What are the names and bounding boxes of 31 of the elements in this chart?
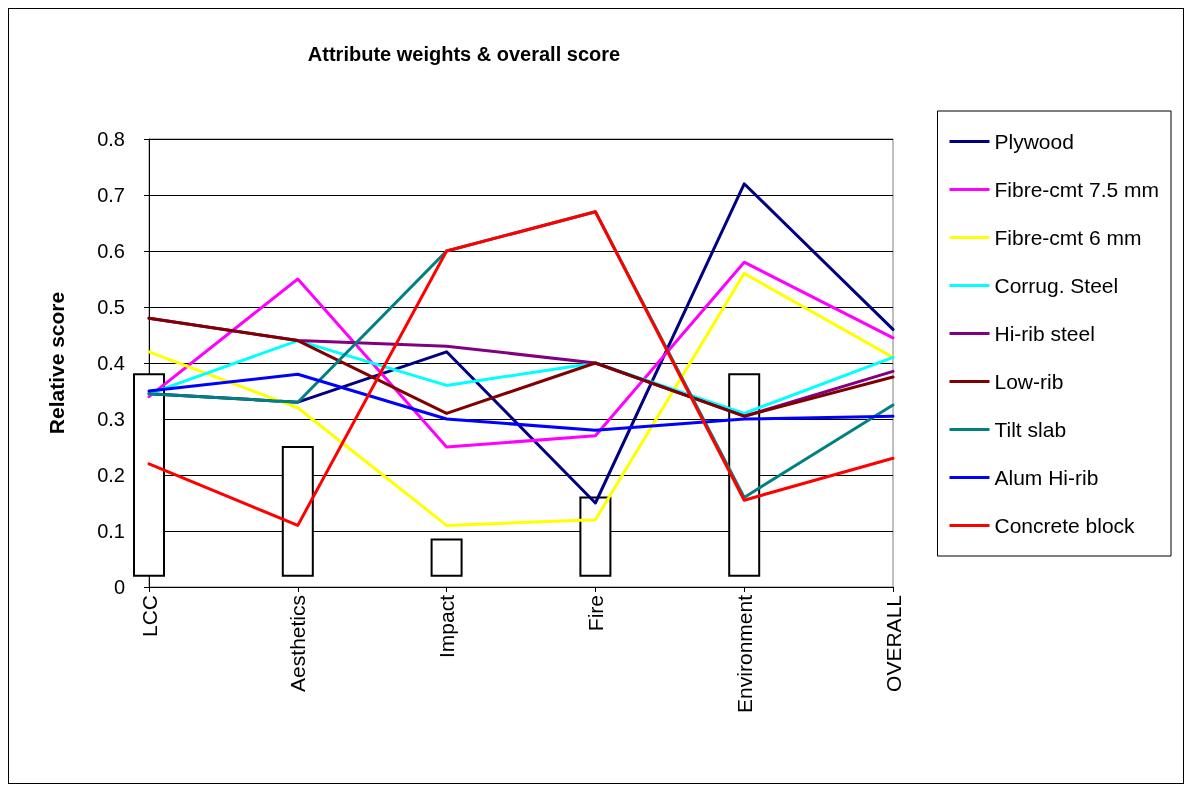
line-series xyxy=(147,271,895,527)
x-tick-label: Aesthetics xyxy=(286,595,310,692)
line-series xyxy=(147,316,895,418)
bar xyxy=(430,538,463,577)
y-tick-label: 0.2 xyxy=(97,464,125,486)
legend-label: Plywood xyxy=(994,130,1074,153)
x-tick-label: Environment xyxy=(732,594,756,713)
y-tick-label: 0.4 xyxy=(97,352,125,374)
legend-label: Hi-rib steel xyxy=(994,322,1095,345)
y-tick-label: 0 xyxy=(113,576,125,598)
legend-label: Fibre-cmt 7.5 mm xyxy=(994,178,1159,201)
line-series xyxy=(147,372,895,432)
y-tick-label: 0.3 xyxy=(97,408,125,430)
legend-label: Alum Hi-rib xyxy=(994,466,1099,489)
y-axis-title: Relative score xyxy=(45,291,68,435)
legend-label: Concrete block xyxy=(994,514,1136,537)
legend-label: Fibre-cmt 6 mm xyxy=(994,226,1142,249)
legend-label: Corrug. Steel xyxy=(994,274,1119,297)
y-tick-label: 0.5 xyxy=(97,296,125,318)
x-tick-label: OVERALL xyxy=(881,595,905,692)
x-tick-label: LCC xyxy=(137,595,161,638)
y-tick-label: 0.1 xyxy=(97,520,125,542)
y-tick-label: 0.7 xyxy=(97,184,125,206)
x-tick-label: Fire xyxy=(583,595,607,632)
legend-label: Tilt slab xyxy=(994,418,1067,441)
y-tick-label: 0.8 xyxy=(97,128,125,150)
y-tick-label: 0.6 xyxy=(97,240,125,262)
line-series xyxy=(147,260,895,449)
legend-label: Low-rib xyxy=(994,370,1064,393)
chart-title: Attribute weights & overall score xyxy=(307,43,621,65)
x-tick-label: Impact xyxy=(435,594,459,659)
